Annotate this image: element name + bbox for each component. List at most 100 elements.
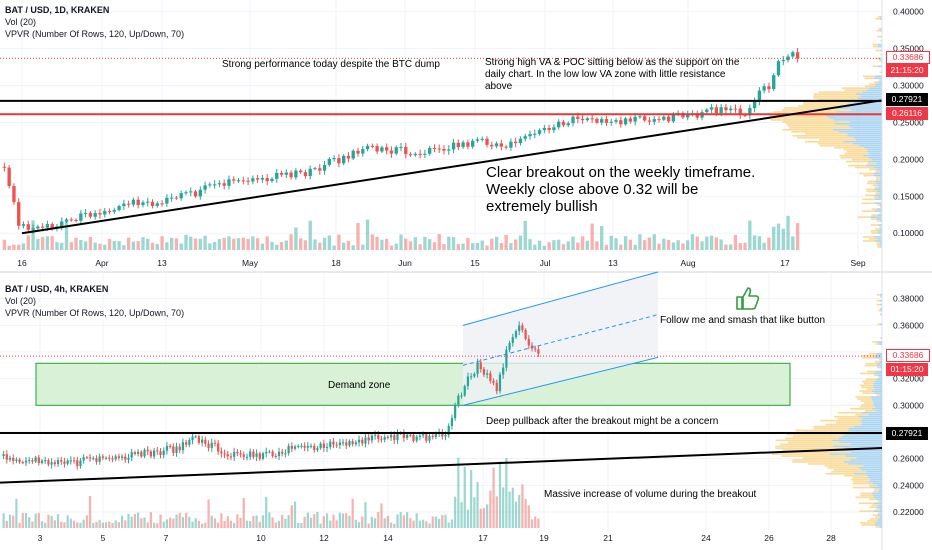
top-volume-bar — [150, 242, 155, 250]
bot-candle-body — [239, 453, 242, 455]
bot-candle-body — [60, 460, 63, 462]
top-candle-body — [724, 107, 728, 111]
top-volume-bar — [643, 240, 647, 250]
top-vp-row-up — [869, 87, 882, 90]
top-vp-row-up — [826, 115, 882, 117]
top-vp-row-down — [866, 188, 875, 191]
bot-vp-row-down — [880, 337, 882, 339]
bot-candle-body — [98, 456, 101, 462]
top-volume-bar — [165, 242, 169, 250]
top-candle-body — [762, 86, 766, 91]
top-candle-body — [327, 158, 331, 165]
top-volume-bar — [303, 240, 308, 250]
bot-vp-row-down — [860, 400, 873, 402]
note-strong-performance: Strong performance today despite the BTC… — [222, 59, 440, 70]
top-candle-body — [45, 224, 50, 228]
top-candle-body — [83, 212, 88, 214]
top-vp-row-down — [787, 125, 849, 127]
bot-candle-body — [348, 441, 351, 446]
bottom-countdown-tag: 01:15:20 — [886, 363, 928, 376]
bot-candle-body — [223, 453, 226, 455]
bot-candle-body — [165, 446, 169, 451]
top-volume-bar — [709, 235, 714, 250]
top-volume-bar — [126, 237, 131, 250]
top-candle-body — [74, 219, 78, 221]
bot-y-tick-label: 0.36000 — [893, 320, 924, 330]
bot-volume-bar — [527, 505, 530, 528]
bottom-volume-profile — [771, 293, 882, 528]
top-x-tick-label: 15 — [470, 258, 480, 268]
top-vp-row-up — [880, 27, 882, 30]
top-volume-bar — [533, 244, 537, 250]
bot-vp-row-up — [879, 293, 882, 296]
bottom-drawings — [0, 271, 883, 484]
bot-x-tick-label: 28 — [826, 533, 836, 543]
top-vp-row-down — [872, 184, 878, 187]
top-volume-bar — [585, 240, 590, 250]
bot-candle-body — [527, 338, 530, 346]
top-vp-row-up — [855, 138, 882, 141]
top-vp-row-down — [880, 39, 882, 42]
top-x-tick-label: Jul — [540, 258, 551, 268]
top-vp-row-up — [863, 154, 882, 157]
top-vp-row-up — [872, 158, 882, 161]
bot-candle-body — [524, 329, 527, 339]
top-volume-bar — [423, 236, 427, 250]
top-vp-row-down — [857, 216, 871, 218]
top-candle-body — [686, 113, 690, 118]
bot-candle-body — [303, 445, 306, 448]
bot-vp-row-up — [873, 386, 882, 389]
bot-candle-body — [454, 405, 457, 419]
bot-volume-bar — [373, 518, 377, 528]
top-vp-row-down — [862, 75, 876, 78]
bot-volume-bar — [393, 523, 396, 528]
top-vp-row-up — [875, 83, 882, 86]
bot-volume-bar — [229, 520, 233, 528]
bot-candle-body — [92, 458, 95, 460]
bot-vp-row-down — [869, 518, 878, 520]
top-volume-bar — [298, 238, 303, 250]
bot-vp-row-down — [863, 402, 874, 404]
bot-volume-bar — [82, 519, 85, 528]
top-volume-bar — [733, 234, 738, 250]
bot-volume-bar — [399, 512, 402, 528]
bot-vp-row-up — [868, 413, 882, 416]
top-vp-row-down — [871, 214, 878, 216]
top-candle-body — [719, 107, 723, 114]
top-vol-label: Vol (20) — [5, 17, 37, 27]
top-vp-row-up — [873, 236, 882, 238]
top-candle-body — [189, 191, 193, 193]
top-candle-body — [31, 228, 35, 230]
top-y-tick-label: 0.40000 — [893, 7, 924, 17]
bot-candle-body — [444, 435, 447, 437]
top-candle-body — [64, 219, 69, 222]
top-vp-row-up — [879, 192, 882, 195]
bot-candle-body — [405, 434, 409, 439]
bot-volume-bar — [79, 522, 82, 528]
bot-candle-body — [492, 380, 495, 383]
bot-vp-row-down — [808, 463, 849, 465]
bot-vp-row-down — [859, 390, 873, 392]
top-vp-row-up — [879, 170, 882, 173]
top-volume-bar — [341, 242, 346, 250]
bot-vp-row-up — [870, 396, 882, 398]
top-volume-bar — [270, 241, 274, 250]
top-vp-row-down — [870, 218, 877, 220]
bot-vp-row-down — [792, 461, 844, 463]
bot-volume-bar — [69, 518, 72, 528]
top-candle-body — [36, 226, 40, 229]
bot-vp-row-up — [872, 482, 882, 485]
bot-vp-row-up — [876, 410, 882, 412]
top-volume-bar — [772, 226, 776, 250]
bot-volume-bar — [492, 467, 495, 528]
bot-volume-bar — [34, 513, 37, 528]
bot-candle-body — [309, 445, 313, 447]
bot-vp-row-down — [855, 413, 869, 416]
bot-volume-bar — [338, 512, 341, 528]
top-vp-row-down — [834, 146, 865, 149]
bot-vp-row-down — [862, 392, 875, 394]
bottom-demand-zone — [35, 272, 791, 406]
bot-candle-body — [156, 450, 159, 452]
top-candle-body — [427, 147, 432, 154]
